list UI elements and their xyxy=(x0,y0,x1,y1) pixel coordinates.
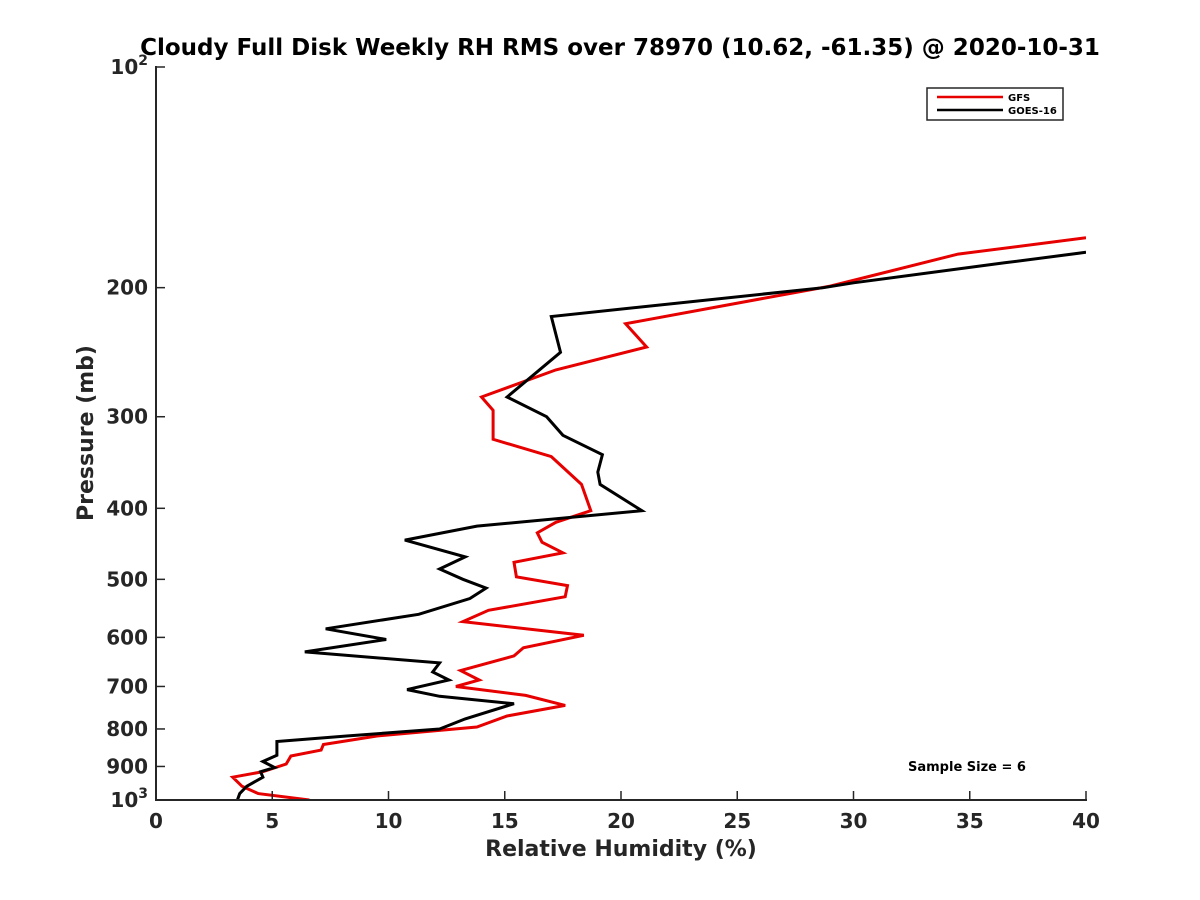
y-tick-label: 800 xyxy=(106,717,148,741)
legend-label-goes16: GOES-16 xyxy=(1008,106,1057,117)
y-tick-label: 102 xyxy=(110,53,148,79)
x-tick-label: 10 xyxy=(375,809,403,833)
series-layer xyxy=(229,67,1180,800)
legend: GFS GOES-16 xyxy=(926,87,1064,121)
y-tick-label: 600 xyxy=(106,625,148,649)
x-axis-label: Relative Humidity (%) xyxy=(485,837,757,862)
series-line-goes16 xyxy=(235,250,1086,800)
y-tick-label: 900 xyxy=(106,754,148,778)
legend-label-gfs: GFS xyxy=(1008,93,1030,104)
y-axis-ticks: 102 200 300 400 500 600 700 800 900 103 xyxy=(106,53,165,812)
x-tick-label: 5 xyxy=(265,809,279,833)
y-axis-label: Pressure (mb) xyxy=(74,345,99,521)
sample-size-annotation: Sample Size = 6 xyxy=(908,760,1026,775)
x-tick-label: 0 xyxy=(149,809,163,833)
series-line-gfs xyxy=(1133,67,1180,73)
y-tick-label: 300 xyxy=(106,405,148,429)
y-tick-label: 103 xyxy=(110,786,148,812)
y-tick-label: 400 xyxy=(106,496,148,520)
x-tick-label: 35 xyxy=(956,809,984,833)
x-axis-ticks: 0 5 10 15 20 25 30 35 40 xyxy=(149,791,1100,833)
chart-title: Cloudy Full Disk Weekly RH RMS over 7897… xyxy=(140,35,1100,61)
x-tick-label: 20 xyxy=(607,809,635,833)
y-tick-label: 200 xyxy=(106,276,148,300)
series-line-gfs xyxy=(229,236,1086,800)
x-tick-label: 15 xyxy=(491,809,519,833)
legend-box xyxy=(926,87,1064,121)
y-tick-label: 500 xyxy=(106,567,148,591)
y-tick-label: 700 xyxy=(106,674,148,698)
x-tick-label: 25 xyxy=(723,809,751,833)
x-tick-label: 30 xyxy=(840,809,868,833)
x-tick-label: 40 xyxy=(1072,809,1100,833)
